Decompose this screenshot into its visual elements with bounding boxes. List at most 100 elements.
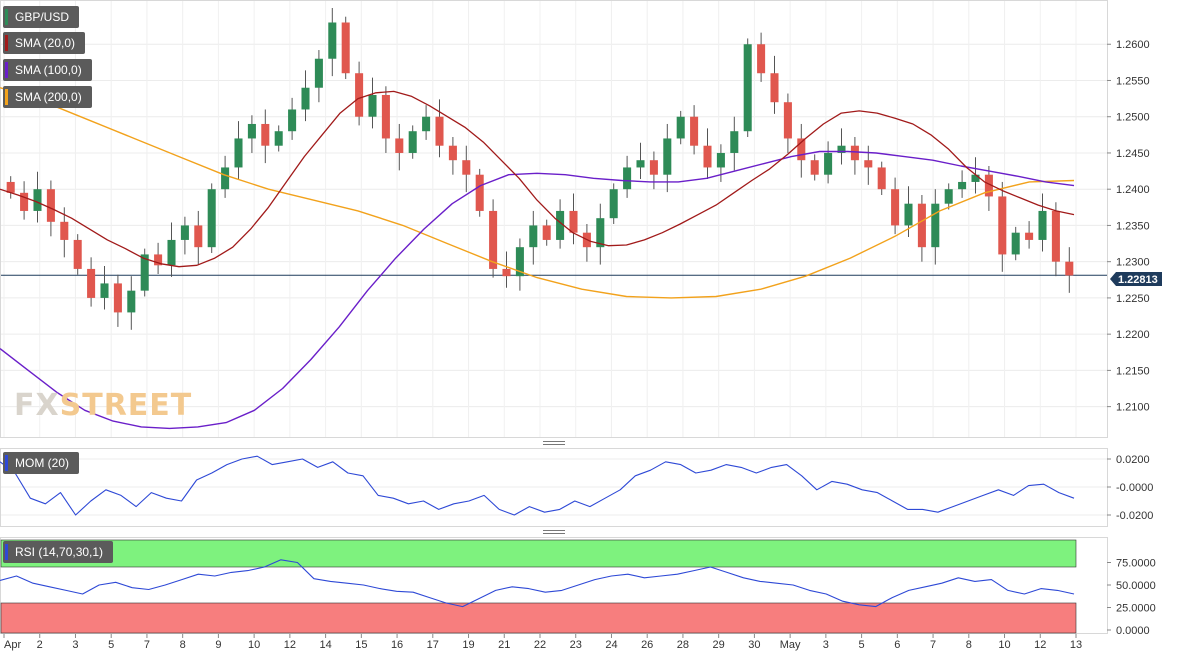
- candle-down: [154, 254, 163, 266]
- x-tick-label: 12: [1034, 639, 1046, 651]
- x-tick-label: 26: [641, 639, 653, 651]
- candle-up: [663, 138, 672, 175]
- x-tick-label: 9: [215, 639, 221, 651]
- candle-down: [810, 160, 819, 175]
- rsi-swatch: [5, 544, 8, 560]
- rsi-line: [0, 559, 1075, 608]
- y-tick-label: 1.2600: [1116, 39, 1150, 51]
- x-tick-label: 5: [108, 639, 114, 651]
- candle-down: [569, 210, 578, 233]
- candle-down: [1065, 261, 1074, 276]
- x-tick-label: 12: [284, 639, 296, 651]
- y-tick-label: 1.2450: [1116, 148, 1150, 160]
- panel-resize-handle[interactable]: [543, 530, 565, 534]
- candle-up: [408, 131, 417, 153]
- x-tick-label: 3: [72, 639, 78, 651]
- x-tick-label: 10: [248, 639, 260, 651]
- last-price-label: 1.22813: [1118, 274, 1158, 286]
- candle-up: [301, 87, 310, 110]
- main-panel: [0, 0, 1108, 438]
- x-tick-label: 2: [37, 639, 43, 651]
- legend-rsi[interactable]: RSI (14,70,30,1): [3, 541, 114, 563]
- x-tick-label: 14: [319, 639, 331, 651]
- rsi-oversold-zone: [0, 602, 1077, 634]
- rsi-tick-label: 25.0000: [1116, 603, 1156, 615]
- x-tick-label: 19: [462, 639, 474, 651]
- mom-tick-label: -0.0200: [1116, 510, 1153, 522]
- legend-sma20-label: SMA (20,0): [15, 36, 76, 50]
- x-tick-label: 29: [713, 639, 725, 651]
- candle-down: [770, 73, 779, 103]
- candle-up: [529, 225, 538, 248]
- indicator-lines: [0, 87, 1075, 608]
- rsi-zones: [0, 539, 1077, 634]
- mom-tick-label: -0.0000: [1116, 482, 1153, 494]
- candle-down: [864, 160, 873, 168]
- x-tick-label: 7: [144, 639, 150, 651]
- mom-swatch: [5, 455, 8, 471]
- candle-down: [502, 268, 511, 277]
- x-tick-label: 8: [966, 639, 972, 651]
- candle-up: [33, 189, 42, 211]
- candle-up: [944, 189, 953, 204]
- sma200-swatch: [5, 89, 8, 105]
- candle-up: [636, 160, 645, 168]
- x-tick-label: 3: [823, 639, 829, 651]
- x-tick-label: 22: [534, 639, 546, 651]
- legend-sma200-label: SMA (200,0): [15, 90, 82, 104]
- candle-up: [716, 152, 725, 168]
- rsi-overbought-zone: [0, 539, 1077, 568]
- candle-down: [20, 192, 29, 211]
- candle-down: [448, 145, 457, 161]
- candle-down: [690, 116, 699, 146]
- legend-sma100[interactable]: SMA (100,0): [3, 59, 92, 81]
- candle-down: [6, 181, 15, 193]
- x-tick-label: 23: [570, 639, 582, 651]
- panel-resize-handle[interactable]: [543, 441, 565, 445]
- y-tick-label: 1.2350: [1116, 220, 1150, 232]
- sma100-swatch: [5, 62, 8, 78]
- candle-up: [971, 174, 980, 182]
- candle-down: [60, 221, 69, 240]
- candle-up: [140, 254, 149, 291]
- legend-rsi-label: RSI (14,70,30,1): [15, 545, 104, 559]
- candle-up: [515, 247, 524, 277]
- x-tick-label: 7: [930, 639, 936, 651]
- candle-down: [649, 160, 658, 175]
- candle-down: [998, 196, 1007, 255]
- candle-up: [1038, 210, 1047, 240]
- sma200-line: [0, 87, 1075, 299]
- candle-down: [462, 160, 471, 175]
- x-tick-label: 6: [894, 639, 900, 651]
- fxstreet-watermark: FXSTREET: [14, 388, 192, 423]
- candle-up: [247, 123, 256, 139]
- candle-up: [931, 203, 940, 248]
- candle-up: [958, 181, 967, 190]
- candle-up: [234, 138, 243, 168]
- candle-up: [221, 167, 230, 190]
- candle-down: [194, 225, 203, 248]
- sma20-swatch: [5, 35, 8, 51]
- candle-up: [730, 131, 739, 153]
- candle-down: [783, 102, 792, 139]
- x-tick-label: 24: [605, 639, 617, 651]
- legend-sma20[interactable]: SMA (20,0): [3, 32, 86, 54]
- candle-up: [180, 225, 189, 240]
- x-tick-label: Apr: [4, 639, 21, 651]
- legend-mom[interactable]: MOM (20): [3, 452, 79, 474]
- y-axis-labels: 1.2600 1.2550 1.2500 1.2450 1.2400 1.2350 1.23…: [1116, 39, 1156, 637]
- candle-up: [100, 283, 109, 298]
- candle-up: [127, 290, 136, 313]
- candle-down: [475, 174, 484, 211]
- x-tick-label: May: [780, 639, 801, 651]
- candle-down: [891, 189, 900, 226]
- legend-sma200[interactable]: SMA (200,0): [3, 86, 92, 108]
- legend-symbol[interactable]: GBP/USD: [3, 6, 80, 28]
- candle-up: [422, 116, 431, 132]
- candle-up: [623, 167, 632, 190]
- candle-down: [850, 145, 859, 161]
- candle-up: [596, 218, 605, 248]
- candle-down: [46, 189, 55, 222]
- candle-down: [757, 44, 766, 74]
